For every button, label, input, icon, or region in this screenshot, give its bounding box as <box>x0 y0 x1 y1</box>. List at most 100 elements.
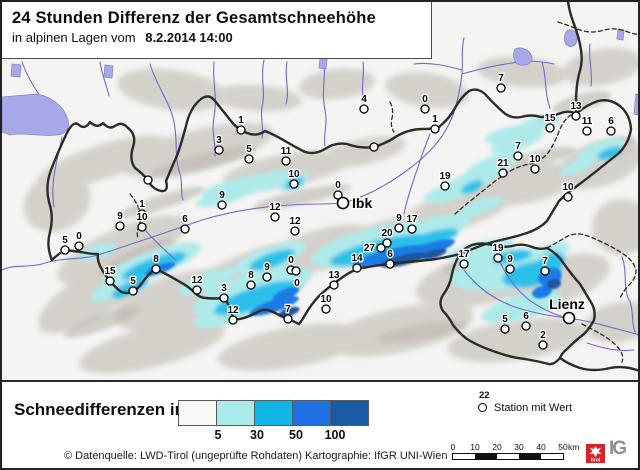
station-value-label: 10 <box>529 154 541 165</box>
station-marker: 5 <box>500 313 510 334</box>
snow-difference-layer <box>78 115 627 329</box>
attribution: © Datenquelle: LWD-Tirol (ungeprüfte Roh… <box>64 450 448 462</box>
subtitle-prefix: in alpinen Lagen vom <box>12 30 136 45</box>
legend-swatch <box>216 400 255 426</box>
station-value-label: 17 <box>406 214 418 225</box>
station-marker: 3 <box>219 282 229 303</box>
legend-swatch <box>330 400 369 426</box>
station-value-label: 3 <box>216 135 222 146</box>
legend-break-label: 5 <box>214 428 222 442</box>
station-value-label: 2 <box>540 330 546 341</box>
scalebar-tick: 30 <box>514 442 524 452</box>
legend-swatch <box>254 400 293 426</box>
scalebar-tick: 10 <box>470 442 480 452</box>
station-value-label: 4 <box>361 94 367 105</box>
tirol-logo: tirol <box>586 444 605 464</box>
station-value-label: 9 <box>219 190 225 201</box>
station-marker: 6 <box>180 213 190 234</box>
scalebar-segment <box>453 454 475 459</box>
station-value-label: 13 <box>328 270 340 281</box>
station-marker: 4 <box>359 93 369 114</box>
svg-text:tirol: tirol <box>591 458 601 464</box>
station-value-label: 11 <box>281 146 292 157</box>
tirol-eagle-icon: tirol <box>589 446 602 464</box>
station-value-label: 5 <box>130 276 136 287</box>
station-legend-value: 22 <box>479 390 490 401</box>
station-marker: 12 <box>268 201 282 222</box>
station-value-label: 8 <box>153 254 159 265</box>
station-marker: 9 <box>115 210 125 231</box>
lakes-layer <box>2 28 638 136</box>
station-value-label: 9 <box>117 211 123 222</box>
city-marker-lienz: Lienz <box>548 295 586 325</box>
station-marker: 0 <box>74 230 84 251</box>
legend-break-label: 30 <box>250 428 264 442</box>
station-marker: 27 <box>363 242 386 255</box>
station-marker: 10 <box>528 153 542 174</box>
scalebar-unit: km <box>568 442 580 452</box>
station-value-label: 15 <box>544 113 556 124</box>
station-marker: 14 <box>350 252 364 273</box>
station-marker: 7 <box>496 72 506 93</box>
station-marker: 11 <box>280 145 293 166</box>
city-label: Ibk <box>352 195 372 211</box>
station-marker: 6 <box>385 248 395 269</box>
station-value-label: 12 <box>269 202 281 213</box>
station-value-label: 10 <box>136 212 148 223</box>
legend-break-label: 100 <box>324 428 346 442</box>
station-marker <box>369 142 379 152</box>
station-value-label: 14 <box>351 253 363 264</box>
station-marker: 5 <box>244 143 254 164</box>
ifgr-logo: IG <box>609 438 627 459</box>
station-value-label: 6 <box>608 116 614 127</box>
subtitle-date: 8.2.2014 14:00 <box>145 30 233 45</box>
station-marker <box>143 175 153 185</box>
station-value-label: 21 <box>497 158 509 169</box>
station-value-label: 10 <box>320 294 332 305</box>
legend-break-label: 50 <box>289 428 303 442</box>
station-value-label: 3 <box>221 283 227 294</box>
station-value-label: 6 <box>523 311 529 322</box>
station-value-label: 12 <box>227 305 239 316</box>
station-marker: 0 <box>420 93 430 114</box>
station-value-label: 12 <box>289 216 301 227</box>
station-value-label: 17 <box>458 249 470 260</box>
station-marker: 12 <box>288 215 302 236</box>
station-value-label: 27 <box>364 243 376 254</box>
scalebar-segment <box>475 454 497 459</box>
station-marker: 0 <box>291 266 301 290</box>
station-value-label: 1 <box>139 199 145 210</box>
station-value-label: 15 <box>104 266 116 277</box>
station-value-label: 0 <box>288 255 294 266</box>
scalebar-segment <box>497 454 519 459</box>
legend-swatch <box>178 400 217 426</box>
station-value-label: 7 <box>515 141 521 152</box>
station-marker: 10 <box>287 168 301 189</box>
station-value-label: 5 <box>246 144 252 155</box>
station-marker: 6 <box>606 115 616 136</box>
station-marker: 1 <box>137 198 147 219</box>
station-value-label: 20 <box>381 228 393 239</box>
station-value-label: 9 <box>396 213 402 224</box>
scalebar-segment <box>519 454 541 459</box>
station-value-label: 19 <box>492 243 504 254</box>
station-marker: 15 <box>543 112 557 133</box>
legend-swatch <box>292 400 331 426</box>
station-marker: 6 <box>521 310 531 331</box>
station-value-label: 19 <box>439 171 451 182</box>
station-marker: 20 <box>380 227 394 248</box>
station-marker: 12 <box>190 274 204 295</box>
station-marker: 13 <box>569 100 583 121</box>
station-legend-label: Station mit Wert <box>494 402 573 414</box>
station-value-label: 0 <box>422 94 428 105</box>
scalebar-bar <box>452 453 564 460</box>
station-value-label: 13 <box>570 101 582 112</box>
station-marker: 2 <box>538 329 548 350</box>
scalebar-tick: 50 <box>558 442 568 452</box>
station-value-label: 12 <box>191 275 203 286</box>
station-marker: 5 <box>60 234 70 255</box>
station-marker: 1 <box>430 113 440 134</box>
station-marker: 7 <box>513 140 523 161</box>
